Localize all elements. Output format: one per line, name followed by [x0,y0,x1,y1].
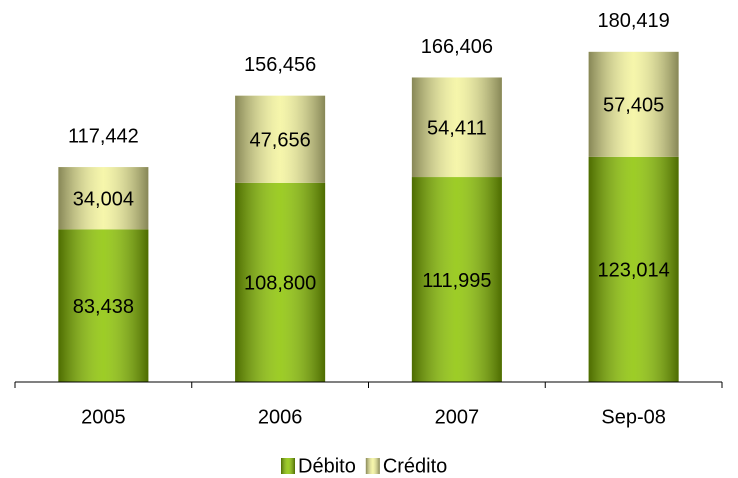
x-tick-label: 2005 [81,406,126,428]
data-label: 57,405 [603,95,664,117]
data-label: 111,995 [422,270,491,292]
total-label: 156,456 [244,54,316,76]
data-label: 54,411 [427,118,487,140]
x-tick-label: Sep-08 [601,406,666,428]
data-label: 123,014 [597,260,669,282]
total-label: 180,419 [597,10,669,32]
legend-label: Débito [298,455,356,477]
x-tick-label: 2006 [258,406,303,428]
legend-swatch-shade [281,458,295,474]
total-label: 166,406 [421,36,493,58]
total-label: 117,442 [68,125,139,147]
legend-label: Crédito [383,455,447,477]
x-tick-label: 2007 [435,406,480,428]
legend-swatch-shade [365,458,380,474]
data-label: 34,004 [73,188,134,210]
data-label: 47,656 [250,130,311,152]
data-label: 83,438 [73,296,134,318]
data-label: 108,800 [244,273,316,295]
